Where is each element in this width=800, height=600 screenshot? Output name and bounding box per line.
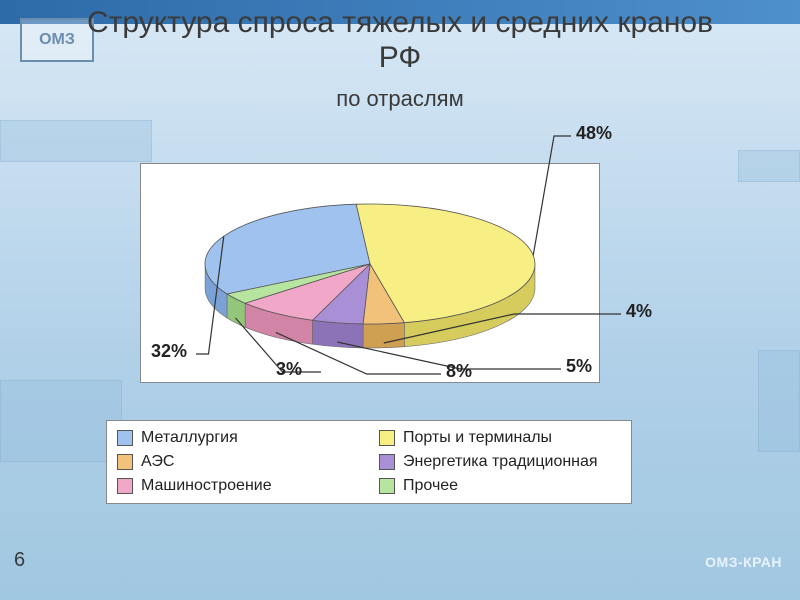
page-subtitle: по отраслям xyxy=(0,86,800,112)
legend-swatch xyxy=(379,478,395,494)
legend-box: Металлургия Порты и терминалы АЭС Энергетик… xyxy=(106,420,632,504)
legend-swatch xyxy=(117,478,133,494)
slide: ОМЗ Структура спроса тяжелых и средних к… xyxy=(0,0,800,600)
legend-item: Энергетика традиционная xyxy=(379,453,621,471)
legend-label: Порты и терминалы xyxy=(403,429,552,447)
page-title: Структура спроса тяжелых и средних крано… xyxy=(40,6,760,75)
legend-label: Металлургия xyxy=(141,429,238,447)
pie-label: 48% xyxy=(576,123,612,144)
legend-label: Энергетика традиционная xyxy=(403,453,598,471)
legend-grid: Металлургия Порты и терминалы АЭС Энергетик… xyxy=(117,429,621,495)
pie-label: 3% xyxy=(276,359,302,380)
bg-panel xyxy=(0,380,122,462)
page-number: 6 xyxy=(14,549,25,572)
pie-side xyxy=(363,323,404,348)
legend-item: АЭС xyxy=(117,453,359,471)
legend-item: Машиностроение xyxy=(117,477,359,495)
legend-swatch xyxy=(117,454,133,470)
legend-label: Прочее xyxy=(403,477,458,495)
bg-panel xyxy=(758,350,800,452)
bg-panel xyxy=(0,120,152,162)
footer-brand: ОМЗ-КРАН xyxy=(705,554,782,570)
legend-swatch xyxy=(379,454,395,470)
pie-label: 32% xyxy=(151,341,187,362)
legend-item: Прочее xyxy=(379,477,621,495)
legend-label: Машиностроение xyxy=(141,477,272,495)
pie-side xyxy=(312,320,363,348)
pie-label: 5% xyxy=(566,356,592,377)
pie-label: 4% xyxy=(626,301,652,322)
callout-line xyxy=(533,136,571,255)
pie-label: 8% xyxy=(446,361,472,382)
legend-item: Металлургия xyxy=(117,429,359,447)
title-line-2: РФ xyxy=(379,41,421,74)
legend-item: Порты и терминалы xyxy=(379,429,621,447)
pie-chart-box xyxy=(140,163,600,383)
legend-swatch xyxy=(117,430,133,446)
legend-swatch xyxy=(379,430,395,446)
bg-panel xyxy=(738,150,800,182)
legend-label: АЭС xyxy=(141,453,174,471)
title-line-1: Структура спроса тяжелых и средних крано… xyxy=(87,6,713,39)
pie-chart xyxy=(141,164,599,382)
